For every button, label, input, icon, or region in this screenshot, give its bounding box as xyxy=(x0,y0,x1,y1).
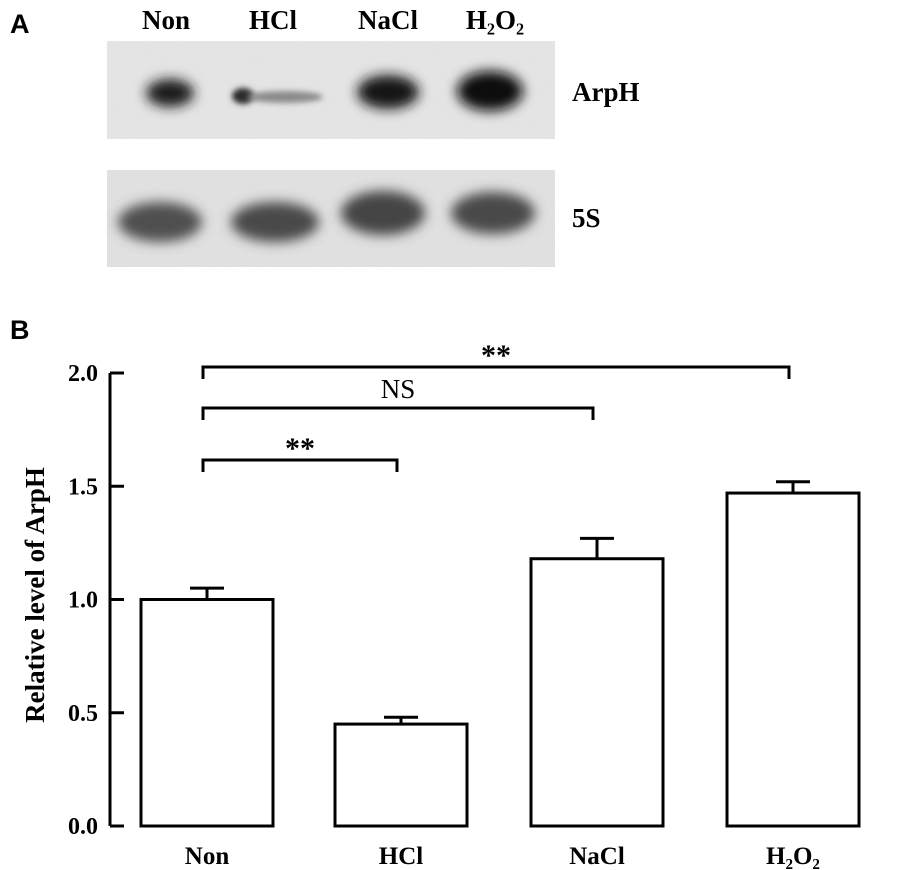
bar xyxy=(529,557,665,828)
bar xyxy=(139,598,275,828)
y-tick-label: 1.0 xyxy=(68,588,98,614)
lane-label-h2o2: H₂O₂ xyxy=(466,5,524,35)
significance-label: ** xyxy=(481,339,511,372)
y-axis: 0.0 0.5 1.0 1.5 2.0 xyxy=(68,361,124,840)
band-5s-h2o2 xyxy=(451,192,535,234)
y-axis-title: Relative level of ArpH xyxy=(20,467,50,723)
y-tick-label: 1.5 xyxy=(68,474,98,500)
band-arph-non xyxy=(146,79,194,107)
band-5s-hcl xyxy=(231,202,319,242)
bar xyxy=(333,722,469,828)
x-axis-labels: Non HCl NaCl H₂O₂ xyxy=(185,843,820,870)
x-category-label: HCl xyxy=(379,843,424,870)
significance-bracket xyxy=(201,458,399,472)
y-tick-label: 0.5 xyxy=(68,701,98,727)
band-arph-h2o2 xyxy=(457,71,523,111)
lane-labels: Non HCl NaCl H₂O₂ xyxy=(142,5,524,35)
lane-label-nacl: NaCl xyxy=(358,5,418,35)
row-label-5s: 5S xyxy=(572,203,601,233)
blot-5s xyxy=(107,170,555,267)
band-5s-nacl xyxy=(341,191,425,235)
band-arph-nacl xyxy=(357,75,419,109)
band-arph-hcl-smear xyxy=(247,91,323,103)
significance-bracket xyxy=(201,406,595,420)
significance-brackets: ** NS ** xyxy=(201,339,791,472)
x-category-label: NaCl xyxy=(569,843,625,870)
bars xyxy=(139,480,861,828)
panel-b-label: B xyxy=(10,315,30,345)
bar xyxy=(725,491,861,828)
y-tick-label: 2.0 xyxy=(68,361,98,387)
row-label-arph: ArpH xyxy=(572,77,640,107)
significance-label: ** xyxy=(285,432,315,465)
significance-bracket xyxy=(201,365,791,379)
band-5s-non xyxy=(118,202,202,242)
band-arph-hcl xyxy=(232,88,254,104)
lane-label-hcl: HCl xyxy=(249,5,298,35)
significance-label: NS xyxy=(381,374,416,404)
x-category-label: H₂O₂ xyxy=(766,843,820,870)
lane-label-non: Non xyxy=(142,5,190,35)
panel-a-label: A xyxy=(10,9,30,39)
blot-arph xyxy=(107,41,555,139)
y-tick-label: 0.0 xyxy=(68,814,98,840)
x-category-label: Non xyxy=(185,843,230,870)
